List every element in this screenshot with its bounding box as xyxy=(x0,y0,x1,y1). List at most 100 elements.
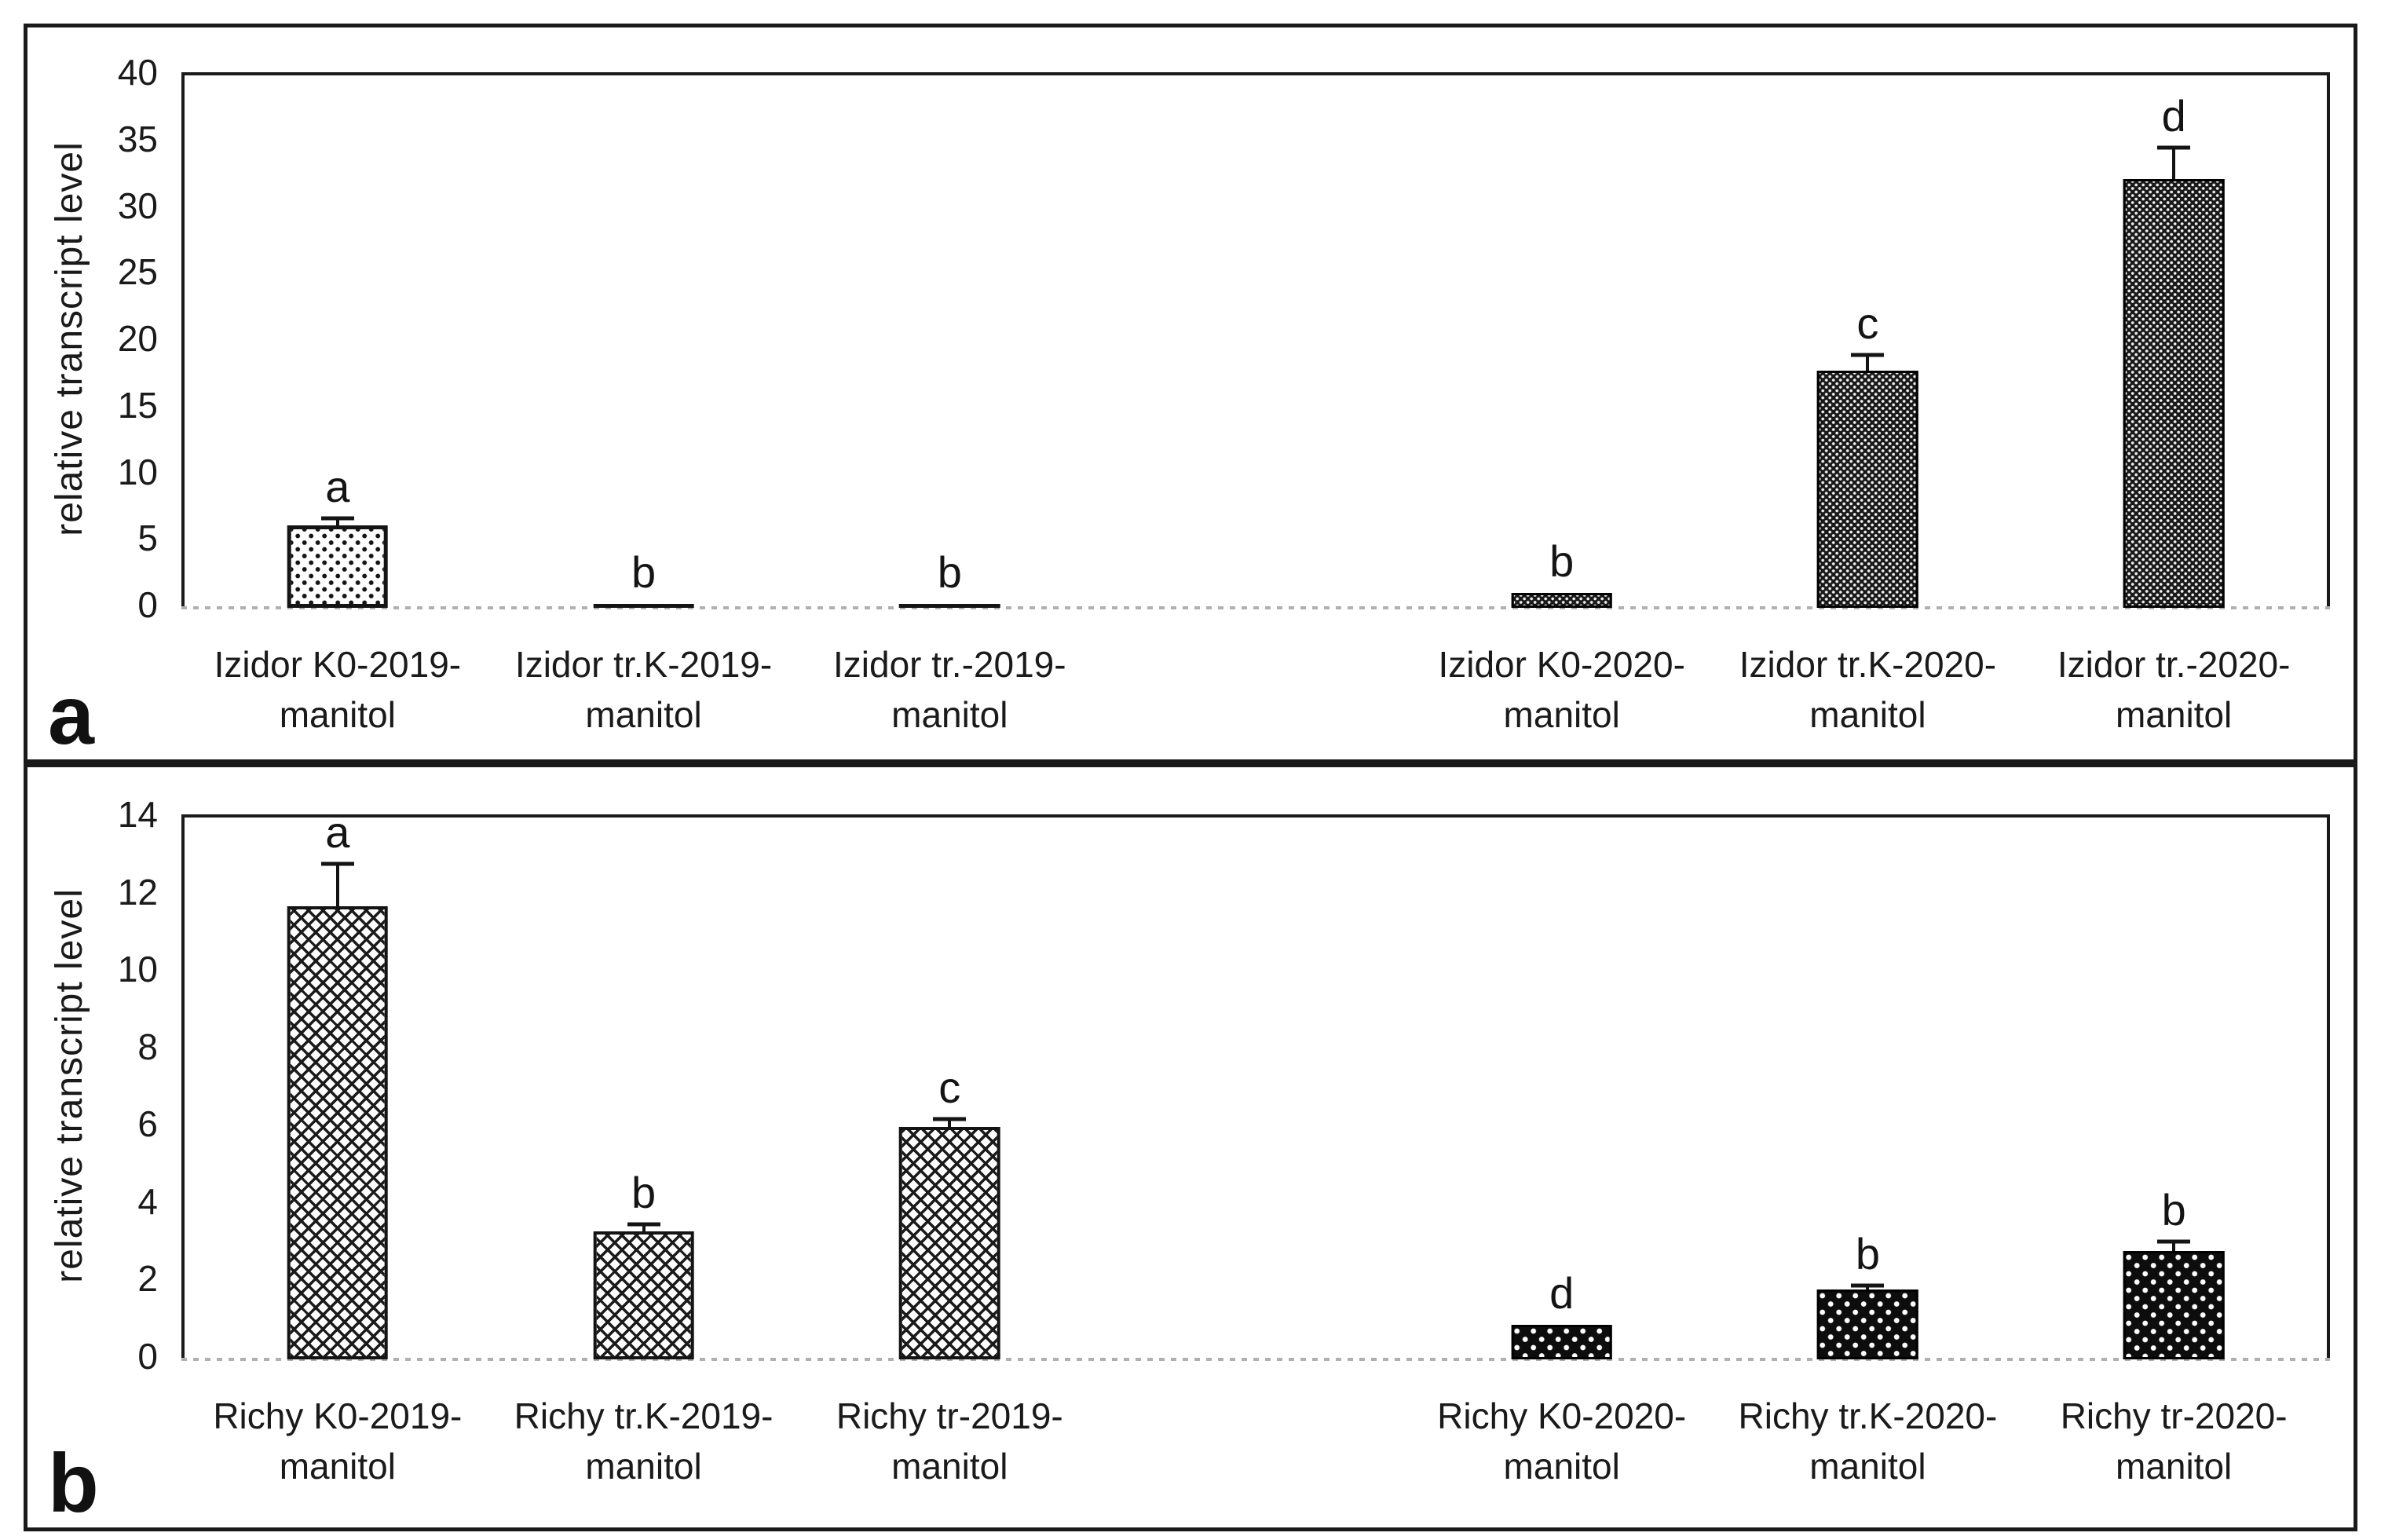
x-category-label-line: manitol xyxy=(1503,1446,1620,1487)
bar xyxy=(1511,1324,1612,1359)
error-bar-cap xyxy=(627,1222,660,1226)
significance-letter: b xyxy=(2161,1184,2186,1235)
y-tick-label: 6 xyxy=(137,1103,158,1145)
x-category-label-line: Richy tr-2020- xyxy=(2060,1396,2288,1436)
bar xyxy=(593,1231,694,1359)
significance-letter: b xyxy=(1549,536,1575,587)
x-category-label-line: Izidor K0-2020- xyxy=(1438,644,1685,685)
error-bar-line xyxy=(2172,147,2176,180)
error-bar-cap xyxy=(2157,1239,2191,1244)
x-category-label-line: manitol xyxy=(2115,694,2233,735)
bar xyxy=(2123,1251,2225,1359)
plot-area: a Izidor K0-2019- manitol b Izidor tr.K-2019… xyxy=(181,72,2330,735)
x-category-label: Izidor tr.K-2020- manitol xyxy=(1679,639,2056,740)
error-bar-line xyxy=(1866,354,1870,371)
x-category-label-line: Izidor K0-2019- xyxy=(214,644,462,685)
error-bar-line xyxy=(335,864,339,907)
x-axis-baseline xyxy=(181,1358,2330,1361)
x-category-label-line: Izidor tr.-2019- xyxy=(832,644,1066,685)
y-tick-label: 25 xyxy=(117,251,158,293)
x-category-label-line: manitol xyxy=(2115,1446,2233,1487)
bar xyxy=(1817,371,1918,608)
x-category-label: Izidor K0-2019- manitol xyxy=(149,639,526,740)
x-category-label-line: manitol xyxy=(891,694,1008,735)
error-bar-cap xyxy=(1851,353,1885,357)
x-category-label-line: Izidor tr.K-2019- xyxy=(514,644,773,685)
x-category-label: Richy K0-2019- manitol xyxy=(149,1391,526,1491)
error-bar-cap xyxy=(933,1117,967,1121)
x-axis-baseline xyxy=(181,606,2330,609)
significance-letter: b xyxy=(937,547,962,597)
significance-letter: d xyxy=(1549,1267,1575,1318)
y-tick-label: 5 xyxy=(137,518,158,559)
x-category-label-line: Richy K0-2019- xyxy=(213,1396,463,1436)
error-bar-line xyxy=(642,1224,646,1232)
x-category-label: Richy tr-2019- manitol xyxy=(761,1391,1138,1491)
x-category-label-line: manitol xyxy=(279,1446,396,1487)
y-tick-label: 8 xyxy=(137,1026,158,1067)
bar xyxy=(593,603,694,608)
significance-letter: b xyxy=(1855,1229,1880,1279)
error-bar-line xyxy=(948,1119,952,1128)
x-category-label: Izidor tr.K-2019- manitol xyxy=(455,639,832,740)
bar xyxy=(1511,593,1612,608)
error-bar-cap xyxy=(320,861,354,866)
significance-letter: c xyxy=(1856,298,1879,348)
x-category-label: Richy tr.K-2020- manitol xyxy=(1679,1391,2056,1491)
y-axis-ticks: 40 35 30 25 20 15 10 5 0 xyxy=(43,54,169,623)
y-tick-label: 14 xyxy=(117,794,158,835)
significance-letter: a xyxy=(325,807,350,858)
bar xyxy=(1817,1289,1918,1359)
y-tick-label: 10 xyxy=(117,451,158,492)
x-category-label-line: Izidor tr.-2020- xyxy=(2057,644,2291,685)
y-axis-ticks: 14 12 10 8 6 4 2 0 xyxy=(43,796,169,1374)
y-tick-label: 15 xyxy=(117,384,158,426)
x-category-label-line: manitol xyxy=(585,694,702,735)
error-bar-line xyxy=(2172,1241,2176,1251)
x-category-label-line: Izidor tr.K-2020- xyxy=(1739,644,1997,685)
bar xyxy=(898,603,1000,608)
bar xyxy=(2123,179,2225,608)
significance-letter: b xyxy=(631,547,657,597)
x-category-label-line: manitol xyxy=(1809,694,1926,735)
x-category-label-line: manitol xyxy=(1503,694,1620,735)
y-tick-label: 4 xyxy=(137,1180,158,1222)
significance-letter: c xyxy=(938,1063,961,1113)
significance-letter: d xyxy=(2161,90,2186,141)
bar xyxy=(287,525,389,608)
panel-a: relative transcript level 40 35 30 25 20 15 10… xyxy=(24,24,2357,763)
x-category-label: Izidor tr.-2019- manitol xyxy=(761,639,1138,740)
y-tick-label: 12 xyxy=(117,871,158,913)
x-category-label-line: manitol xyxy=(891,1446,1008,1487)
y-tick-label: 2 xyxy=(137,1258,158,1300)
x-category-label: Richy tr-2020- manitol xyxy=(1985,1391,2362,1491)
bar xyxy=(287,906,389,1359)
plot-area: a Richy K0-2019- manitol b Richy tr.K-2019- m… xyxy=(181,810,2330,1487)
x-category-label-line: Richy K0-2020- xyxy=(1437,1396,1687,1436)
panel-letter-b: b xyxy=(48,1436,99,1530)
panel-letter-a: a xyxy=(48,668,94,762)
y-tick-label: 10 xyxy=(117,949,158,990)
x-category-label-line: Richy tr.K-2020- xyxy=(1738,1396,1998,1436)
x-category-label: Richy tr.K-2019- manitol xyxy=(455,1391,832,1491)
x-category-label-line: manitol xyxy=(1809,1446,1926,1487)
y-tick-label: 40 xyxy=(117,52,158,93)
significance-letter: b xyxy=(631,1167,657,1217)
x-category-label-line: manitol xyxy=(585,1446,702,1487)
error-bar-line xyxy=(335,518,339,525)
y-tick-label: 0 xyxy=(137,584,158,625)
significance-letter: a xyxy=(325,462,350,512)
x-category-label-line: Richy tr.K-2019- xyxy=(514,1396,774,1436)
x-category-label: Izidor tr.-2020- manitol xyxy=(1985,639,2362,740)
y-tick-label: 20 xyxy=(117,318,158,359)
y-tick-label: 30 xyxy=(117,185,158,226)
x-category-label: Izidor K0-2020- manitol xyxy=(1373,639,1750,740)
y-tick-label: 35 xyxy=(117,118,158,159)
y-tick-label: 0 xyxy=(137,1336,158,1377)
x-category-label-line: Richy tr-2019- xyxy=(836,1396,1063,1436)
error-bar-cap xyxy=(2157,145,2191,150)
x-category-label-line: manitol xyxy=(279,694,396,735)
bar xyxy=(898,1127,1000,1359)
